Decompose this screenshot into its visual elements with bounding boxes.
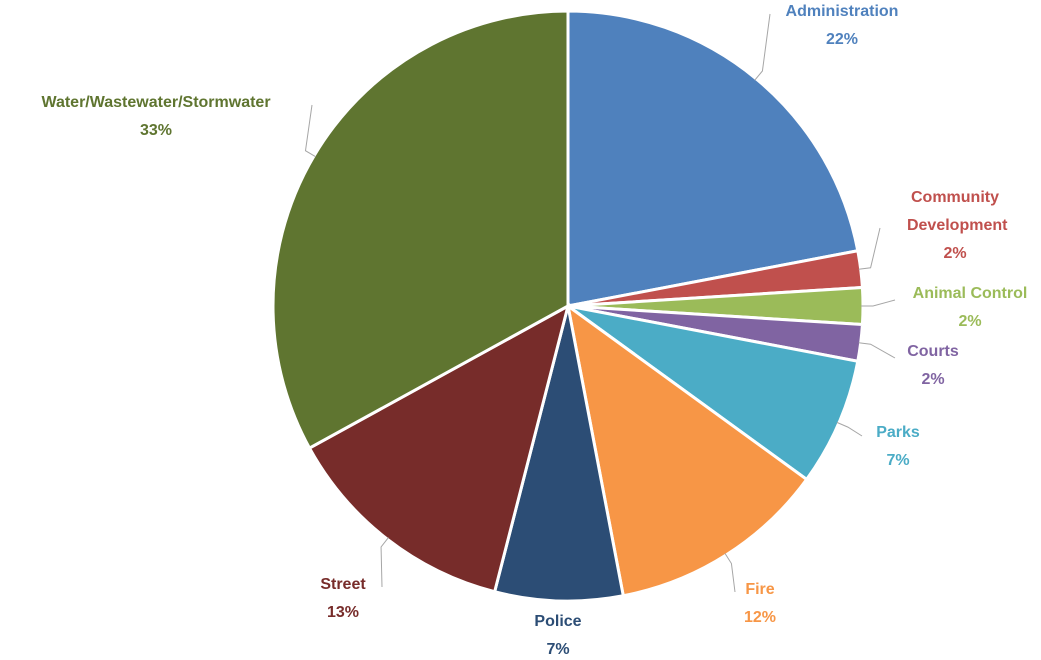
category-label: Street xyxy=(320,576,366,593)
pie-slice xyxy=(492,305,626,603)
value-label: 7% xyxy=(546,641,569,658)
leader-line xyxy=(858,227,881,270)
leader-line xyxy=(754,13,771,81)
category-label: Animal Control xyxy=(913,285,1028,302)
value-label: 33% xyxy=(140,122,172,139)
leader-line xyxy=(304,104,317,158)
value-label: 7% xyxy=(886,452,909,469)
category-label: Water/Wastewater/Stormwater xyxy=(41,94,270,111)
value-label: 2% xyxy=(958,313,981,330)
value-label: 13% xyxy=(327,604,359,621)
value-label: 2% xyxy=(921,371,944,388)
value-label: 22% xyxy=(826,31,858,48)
category-label: Police xyxy=(534,613,581,630)
leader-line xyxy=(724,553,736,593)
leader-line xyxy=(858,342,896,359)
leader-line xyxy=(836,421,863,437)
category-label: Community Development xyxy=(903,189,1009,234)
category-label: Courts xyxy=(907,343,959,360)
value-label: 12% xyxy=(744,609,776,626)
category-label: Parks xyxy=(876,424,920,441)
leader-line xyxy=(861,299,896,307)
value-label: 2% xyxy=(943,245,966,262)
category-label: Fire xyxy=(745,581,774,598)
leader-line xyxy=(380,537,389,588)
category-label: Administration xyxy=(786,3,899,20)
